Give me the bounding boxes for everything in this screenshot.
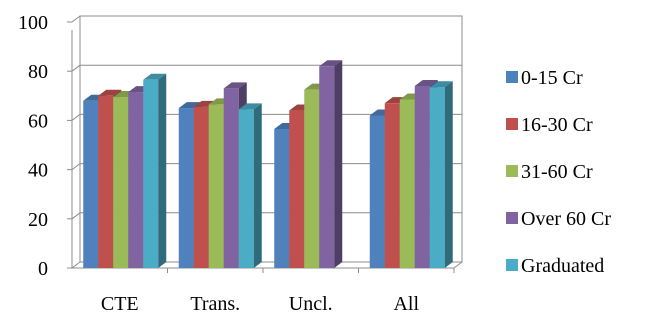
category-label: All bbox=[393, 293, 419, 315]
bar-top bbox=[193, 100, 217, 107]
bar-top bbox=[429, 81, 453, 88]
bar-front bbox=[399, 99, 415, 269]
bar-front bbox=[178, 108, 194, 268]
legend-item: 16-30 Cr bbox=[506, 114, 593, 136]
bar-front bbox=[429, 87, 445, 268]
bar-front bbox=[223, 88, 239, 268]
bar-front bbox=[238, 109, 254, 268]
bar-front bbox=[274, 129, 290, 268]
legend-label: Graduated bbox=[521, 255, 604, 277]
y-tick-label: 20 bbox=[28, 209, 48, 231]
category-label: CTE bbox=[101, 293, 139, 315]
grid-diagonal bbox=[71, 114, 81, 121]
bar-top bbox=[98, 89, 122, 96]
bar-top bbox=[178, 102, 202, 109]
bar bbox=[319, 60, 343, 268]
x-axis-depth bbox=[453, 261, 463, 269]
bar bbox=[429, 81, 453, 268]
legend-label: 31-60 Cr bbox=[521, 161, 593, 183]
bar-side bbox=[253, 103, 262, 268]
bar-front bbox=[384, 103, 400, 269]
y-tick-label: 80 bbox=[28, 61, 48, 83]
y-tick-label: 40 bbox=[28, 160, 48, 182]
bar-front bbox=[98, 95, 114, 268]
bar-front bbox=[193, 106, 209, 269]
legend-swatch bbox=[506, 259, 518, 271]
legend-item: 31-60 Cr bbox=[506, 161, 593, 183]
bar-top bbox=[238, 103, 262, 110]
legend-label: 0-15 Cr bbox=[521, 67, 583, 89]
grid-diagonal bbox=[71, 163, 81, 171]
grid-diagonal bbox=[71, 261, 81, 269]
bar-top bbox=[319, 60, 343, 67]
y-tick-label: 0 bbox=[38, 258, 48, 280]
category-label: Trans. bbox=[190, 293, 240, 315]
legend-label: 16-30 Cr bbox=[521, 114, 593, 136]
y-tick-label: 100 bbox=[18, 12, 48, 34]
bar-front bbox=[414, 85, 430, 269]
y-tick-label: 60 bbox=[28, 110, 48, 132]
legend-swatch bbox=[506, 71, 518, 83]
bar-front bbox=[304, 89, 320, 269]
grid-diagonal bbox=[71, 212, 81, 220]
bar bbox=[143, 73, 167, 268]
bar-front bbox=[128, 92, 144, 268]
category-labels: CTE Trans. Uncl. All bbox=[101, 293, 420, 315]
bar-side bbox=[334, 60, 343, 268]
bar-front bbox=[143, 79, 159, 268]
legend-item: Graduated bbox=[506, 255, 604, 277]
bar-front bbox=[369, 115, 385, 268]
bar-side bbox=[444, 81, 453, 268]
y-tick-labels: 0 20 40 60 80 100 bbox=[18, 12, 48, 280]
bar-side bbox=[158, 73, 167, 268]
legend-label: Over 60 Cr bbox=[521, 208, 611, 230]
legend-item: 0-15 Cr bbox=[506, 67, 583, 89]
grid-diagonal bbox=[71, 64, 81, 72]
bar-front bbox=[83, 100, 99, 268]
legend-swatch bbox=[506, 118, 518, 130]
bar-front bbox=[289, 110, 305, 268]
bars bbox=[83, 60, 453, 269]
bar-top bbox=[414, 79, 438, 86]
legend-swatch bbox=[506, 165, 518, 177]
bar bbox=[238, 103, 262, 268]
bar-front bbox=[319, 66, 335, 268]
bar-top bbox=[223, 82, 247, 89]
grid-diagonal bbox=[71, 15, 81, 23]
legend-swatch bbox=[506, 212, 518, 224]
bar-front bbox=[113, 97, 129, 268]
bar-front bbox=[208, 104, 224, 268]
legend-item: Over 60 Cr bbox=[506, 208, 611, 230]
legend: 0-15 Cr 16-30 Cr 31-60 Cr Over 60 Cr Graduat… bbox=[506, 67, 611, 277]
bar-top bbox=[143, 73, 167, 80]
category-label: Uncl. bbox=[289, 293, 333, 315]
